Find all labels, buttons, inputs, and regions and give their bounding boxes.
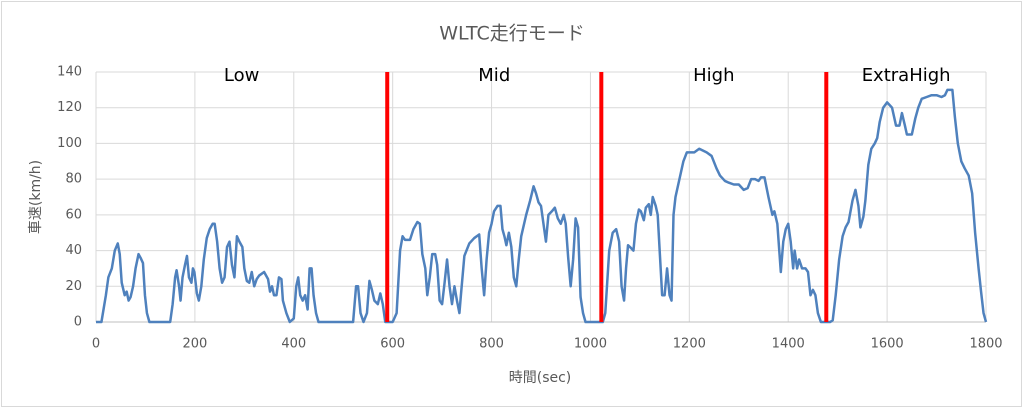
x-tick-label: 600 <box>380 337 405 352</box>
x-tick-label: 800 <box>479 337 504 352</box>
x-tick-label: 400 <box>281 337 306 352</box>
phase-label: ExtraHigh <box>862 65 951 86</box>
y-tick-label: 20 <box>65 279 82 294</box>
y-tick-label: 120 <box>57 100 82 115</box>
y-axis-label: 車速(km/h) <box>27 160 44 234</box>
chart-title: WLTC走行モード <box>439 23 585 45</box>
y-tick-label: 80 <box>65 172 82 187</box>
y-tick-label: 60 <box>65 207 82 222</box>
phase-label: Mid <box>478 65 510 86</box>
x-axis-label: 時間(sec) <box>509 370 572 386</box>
x-tick-label: 200 <box>182 337 207 352</box>
y-tick-label: 100 <box>57 136 82 151</box>
x-tick-label: 1000 <box>574 337 607 352</box>
x-tick-label: 1600 <box>871 337 904 352</box>
y-tick-label: 40 <box>65 243 82 258</box>
x-tick-label: 1200 <box>673 337 706 352</box>
x-tick-label: 0 <box>92 337 100 352</box>
phase-label: High <box>693 65 734 86</box>
y-tick-label: 140 <box>57 65 82 80</box>
phase-label: Low <box>224 65 259 86</box>
x-tick-label: 1400 <box>772 337 805 352</box>
y-tick-label: 0 <box>74 315 82 330</box>
x-tick-label: 1800 <box>969 337 1002 352</box>
data-line <box>96 88 988 324</box>
